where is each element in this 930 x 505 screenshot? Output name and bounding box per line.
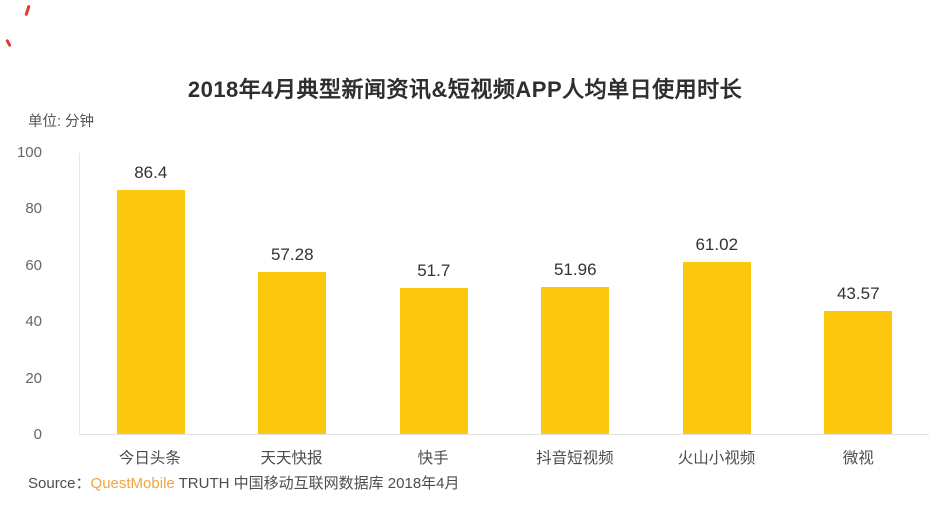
bar bbox=[682, 261, 751, 434]
y-tick-label: 60 bbox=[25, 256, 42, 274]
red-mark-decoration bbox=[24, 4, 31, 17]
category-label: 快手 bbox=[417, 450, 449, 467]
y-tick-label: 0 bbox=[33, 426, 42, 443]
chart-title: 2018年4月典型新闻资讯&短视频APP人均单日使用时长 bbox=[187, 77, 743, 102]
bar bbox=[824, 311, 893, 434]
bar-value-label: 43.57 bbox=[836, 284, 880, 304]
bar-value-label: 57.28 bbox=[270, 245, 314, 265]
category-label: 抖音短视频 bbox=[536, 450, 614, 467]
bar-value-label: 51.7 bbox=[417, 261, 451, 281]
category-label: 微视 bbox=[842, 450, 874, 467]
source-suffix: TRUTH 中国移动互联网数据库 2018年4月 bbox=[174, 475, 460, 492]
y-tick-label: 80 bbox=[25, 200, 42, 218]
bar bbox=[399, 288, 468, 434]
source-brand: QuestMobile bbox=[90, 475, 175, 492]
bar-value-label: 61.02 bbox=[695, 234, 739, 254]
source-prefix: Source： bbox=[28, 475, 91, 492]
plot-area: 86.4 57.28 51.7 51.96 61.02 43.57 bbox=[79, 153, 929, 435]
bar-column: 57.28 bbox=[222, 153, 364, 434]
category-label: 今日头条 bbox=[118, 450, 181, 467]
red-mark-decoration bbox=[5, 38, 12, 48]
x-axis: 今日头条 天天快报 快手 抖音短视频 火山小视频 微视 bbox=[79, 446, 929, 468]
bar-column: 51.96 bbox=[505, 153, 647, 434]
y-tick-label: 40 bbox=[25, 313, 42, 331]
category-label: 火山小视频 bbox=[677, 450, 756, 467]
y-tick-label: 100 bbox=[16, 144, 42, 161]
y-axis: 100 80 60 40 20 0 bbox=[0, 144, 62, 443]
bar-value-label: 51.96 bbox=[553, 260, 597, 280]
y-axis-unit-label: 单位: 分钟 bbox=[28, 114, 95, 130]
bar-column: 61.02 bbox=[646, 153, 788, 434]
bar-column: 86.4 bbox=[80, 153, 222, 434]
bar bbox=[258, 272, 327, 434]
bar-value-label: 86.4 bbox=[134, 163, 168, 183]
bar bbox=[541, 287, 610, 434]
bar bbox=[116, 190, 185, 434]
source-line: Source：QuestMobile TRUTH 中国移动互联网数据库 2018… bbox=[28, 472, 460, 493]
y-tick-label: 20 bbox=[25, 369, 42, 387]
category-label: 天天快报 bbox=[260, 450, 323, 467]
bar-column: 43.57 bbox=[788, 153, 930, 434]
bar-column: 51.7 bbox=[363, 153, 505, 434]
